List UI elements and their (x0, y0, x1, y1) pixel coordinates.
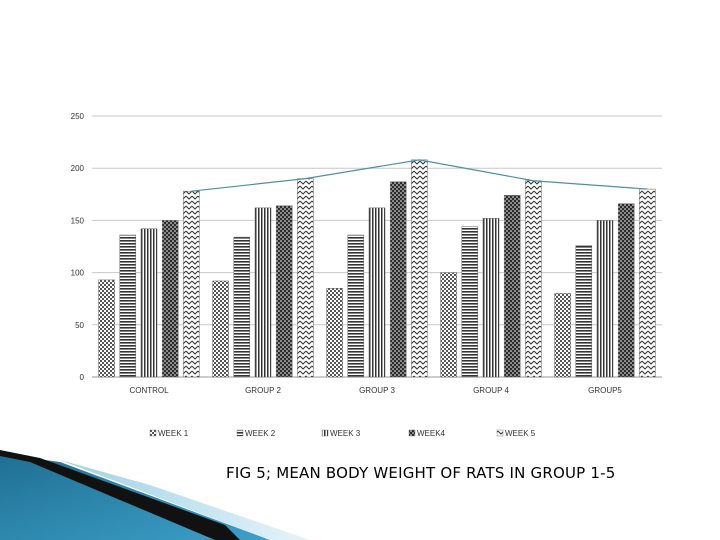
x-category-label: GROUP 3 (359, 386, 395, 395)
bar-week4-control (161, 220, 179, 378)
legend: WEEK 1 WEEK 2 WEEK 3 WEEK4 WEEK 5 (149, 429, 536, 438)
trend-line (191, 159, 648, 192)
bar-week-5-group-4 (525, 180, 542, 378)
legend-swatch (236, 429, 244, 437)
y-tick-label: 250 (71, 112, 85, 121)
x-category-label: GROUP 4 (473, 386, 509, 395)
bar-week-1-group-4 (440, 272, 457, 378)
bar-week4-group-3 (389, 181, 407, 378)
bars (98, 159, 656, 378)
legend-swatch (496, 429, 504, 437)
y-tick-label: 150 (71, 216, 85, 225)
bar-week4-group5 (617, 203, 635, 378)
bar-week-3-group-3 (368, 207, 386, 378)
y-tick-label: 100 (71, 269, 85, 278)
bar-week-2-group-2 (233, 236, 251, 378)
bar-week4-group-4 (503, 195, 521, 378)
y-axis-ticks: 0 50 100 150 200 250 (71, 112, 85, 382)
x-category-label: CONTROL (129, 386, 169, 395)
legend-swatch (321, 429, 329, 437)
bar-week-1-control (98, 279, 115, 378)
legend-label: WEEK 2 (245, 429, 276, 438)
x-axis-categories: CONTROL GROUP 2 GROUP 3 GROUP 4 GROUP5 (129, 386, 622, 395)
y-tick-label: 200 (71, 164, 85, 173)
x-category-label: GROUP 2 (245, 386, 281, 395)
bar-week-5-group5 (639, 188, 656, 378)
bar-week-1-group-2 (212, 280, 229, 378)
bar-week-5-group-3 (411, 159, 428, 378)
bar-week-5-group-2 (297, 178, 314, 378)
bar-week-1-group-3 (326, 288, 343, 378)
legend-label: WEEK 3 (330, 429, 361, 438)
legend-swatch (408, 429, 416, 437)
trend-line-path (191, 159, 648, 192)
x-category-label: GROUP5 (588, 386, 622, 395)
bar-week-2-control (119, 234, 137, 378)
bar-week-2-group-3 (347, 234, 365, 378)
legend-label: WEEK 5 (505, 429, 536, 438)
y-tick-label: 50 (75, 321, 84, 330)
bar-week-3-group-4 (482, 218, 500, 378)
bar-week-5-control (183, 190, 200, 378)
y-tick-label: 0 (80, 373, 85, 382)
legend-label: WEEK4 (417, 429, 446, 438)
bar-week-3-group5 (596, 220, 614, 378)
bar-week4-group-2 (275, 205, 293, 378)
bar-week-2-group5 (575, 245, 593, 378)
bar-week-3-control (140, 228, 158, 378)
bar-week-3-group-2 (254, 207, 272, 378)
bar-week-2-group-4 (461, 226, 479, 378)
figure-caption: FIG 5; MEAN BODY WEIGHT OF RATS IN GROUP… (226, 464, 616, 482)
legend-label: WEEK 1 (158, 429, 189, 438)
legend-swatch (149, 429, 157, 437)
corner-swoosh-decoration (0, 450, 310, 540)
bar-week-1-group5 (554, 293, 571, 378)
